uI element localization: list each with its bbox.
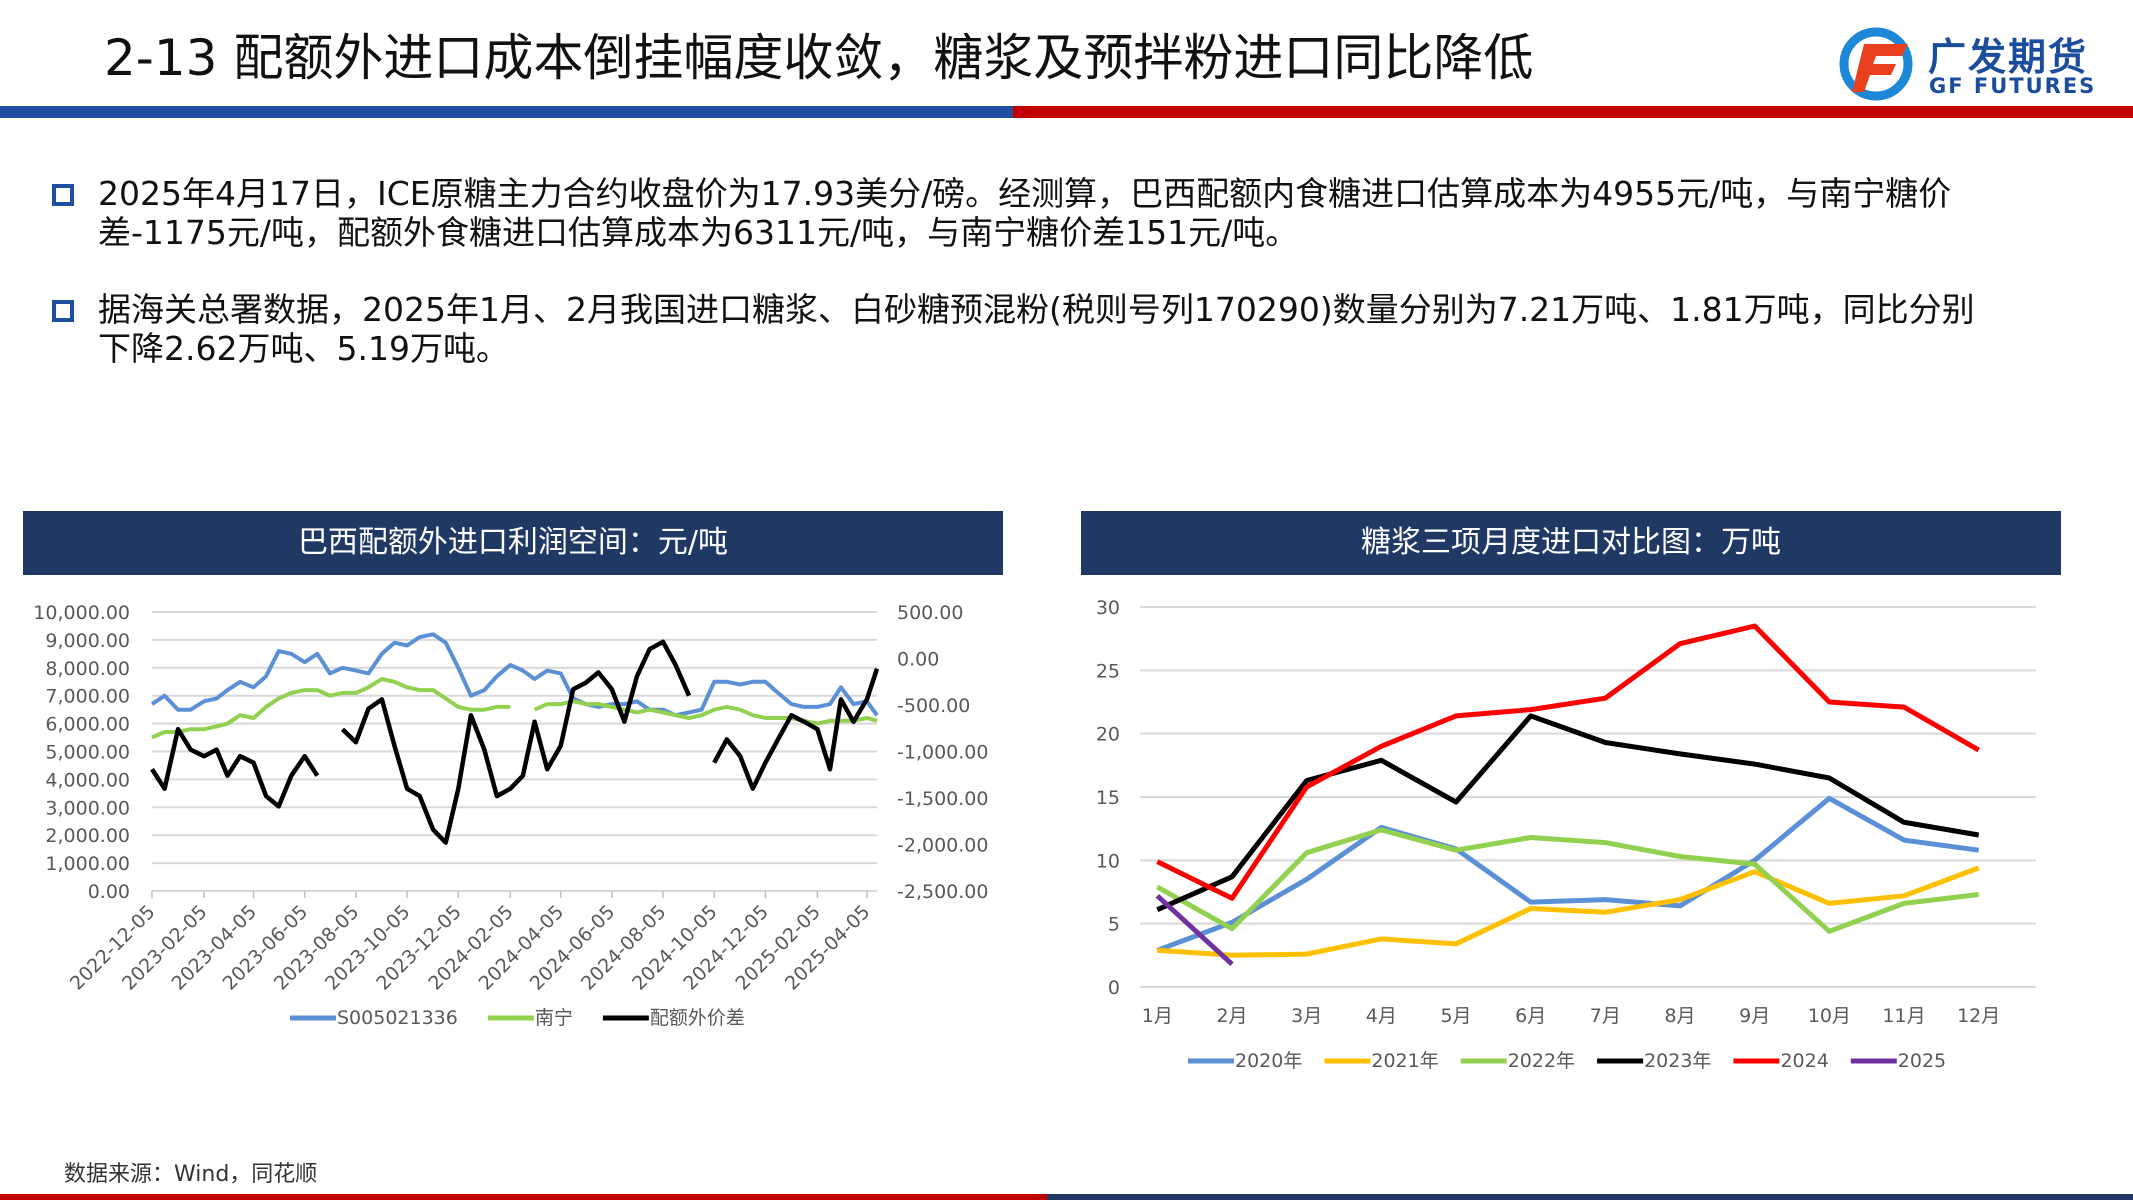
header-bar-blue — [0, 106, 1013, 118]
square-bullet-icon — [52, 300, 74, 322]
bullet-item: 据海关总署数据，2025年1月、2月我国进口糖浆、白砂糖预混粉(税则号列1702… — [52, 290, 1992, 368]
y-right-tick-label: 0.00 — [897, 649, 939, 671]
import-profit-chart: 10,000.00 9,000.00 8,000.00 7,000.00 6,000.0… — [33, 602, 988, 1029]
data-source: 数据来源：Wind，同花顺 — [64, 1162, 318, 1187]
y-tick-label: 30 — [1096, 597, 1120, 619]
y-left-tick-label: 8,000.00 — [45, 658, 130, 680]
series-line-2025 — [1155, 893, 1234, 967]
y-right-tick-label: -1,500.00 — [897, 788, 988, 810]
company-logo: 广发期货 GF FUTURES — [1838, 22, 2108, 102]
y-left-tick-label: 6,000.00 — [45, 714, 130, 736]
bullet-text: 据海关总署数据，2025年1月、2月我国进口糖浆、白砂糖预混粉(税则号列1702… — [98, 290, 1975, 368]
y-left-tick-label: 9,000.00 — [45, 630, 130, 652]
x-tick-label: 4月 — [1366, 1005, 1397, 1027]
x-tick-label: 8月 — [1664, 1005, 1695, 1027]
syrup-import-chart: 30 25 20 15 10 5 0 1月 2月 3月 4月 5月 6月 7月 8月 9月 10月 11月 12月 2… — [1096, 597, 2036, 1072]
y-tick-label: 20 — [1096, 724, 1120, 746]
x-tick-label: 6月 — [1515, 1005, 1546, 1027]
y-tick-label: 25 — [1096, 660, 1120, 682]
x-tick-label: 2月 — [1216, 1005, 1247, 1027]
legend-label: S005021336 — [337, 1007, 458, 1029]
right-chart-title: 糖浆三项月度进口对比图：万吨 — [1081, 511, 2061, 575]
y-left-tick-label: 5,000.00 — [45, 742, 130, 764]
legend-label: 2020年 — [1235, 1050, 1302, 1072]
y-left-tick-label: 7,000.00 — [45, 686, 130, 708]
x-tick-label: 12月 — [1957, 1005, 2000, 1027]
y-tick-label: 15 — [1096, 787, 1120, 809]
x-tick-label: 1月 — [1142, 1005, 1173, 1027]
series-line-2021年 — [1157, 865, 1980, 958]
y-left-tick-label: 3,000.00 — [45, 797, 130, 819]
header-bar-red — [1013, 106, 2133, 118]
legend-label: 配额外价差 — [650, 1007, 745, 1029]
series-line-S005021336 — [150, 632, 879, 718]
x-tick-label: 7月 — [1590, 1005, 1621, 1027]
legend-label: 2021年 — [1371, 1050, 1438, 1072]
legend-label: 2025 — [1898, 1050, 1946, 1072]
y-left-tick-label: 0.00 — [88, 881, 130, 903]
bullet-item: 2025年4月17日，ICE原糖主力合约收盘价为17.93美分/磅。经测算，巴西… — [52, 174, 1992, 252]
series-line-2024 — [1156, 623, 1980, 901]
x-tick-label: 3月 — [1291, 1005, 1322, 1027]
series-line-南宁 — [151, 677, 878, 740]
y-right-tick-label: -2,000.00 — [897, 835, 988, 857]
y-right-tick-label: -2,500.00 — [897, 881, 988, 903]
page-title: 2-13 配额外进口成本倒挂幅度收敛，糖浆及预拌粉进口同比降低 — [104, 29, 1534, 87]
footer-bar-blue — [1047, 1194, 2133, 1200]
footer-bar-red — [0, 1194, 1047, 1200]
logo-text-cn: 广发期货 — [1928, 35, 2089, 79]
y-tick-label: 5 — [1108, 914, 1120, 936]
legend-label: 2023年 — [1644, 1050, 1711, 1072]
x-tick-label: 10月 — [1808, 1005, 1851, 1027]
gf-logo-icon — [1839, 27, 1913, 101]
y-tick-label: 0 — [1108, 977, 1120, 999]
legend-label: 南宁 — [535, 1007, 573, 1029]
y-tick-label: 10 — [1096, 850, 1120, 872]
y-right-tick-label: -1,000.00 — [897, 742, 988, 764]
logo-text-en: GF FUTURES — [1929, 74, 2097, 98]
series-line-2022年 — [1156, 827, 1979, 934]
y-left-tick-label: 2,000.00 — [45, 825, 130, 847]
y-left-tick-label: 10,000.00 — [33, 602, 130, 624]
bullet-text: 2025年4月17日，ICE原糖主力合约收盘价为17.93美分/磅。经测算，巴西… — [98, 174, 1952, 252]
square-bullet-icon — [52, 184, 74, 206]
series-line-2020年 — [1156, 795, 1980, 953]
y-left-tick-label: 1,000.00 — [45, 853, 130, 875]
y-right-tick-label: -500.00 — [897, 695, 970, 717]
series-line-2023年 — [1156, 713, 1980, 912]
y-left-tick-label: 4,000.00 — [45, 769, 130, 791]
x-tick-label: 5月 — [1440, 1005, 1471, 1027]
x-tick-label: 11月 — [1882, 1005, 1925, 1027]
legend-label: 2024 — [1780, 1050, 1828, 1072]
series-line-配额外价差 — [150, 639, 880, 845]
y-right-tick-label: 500.00 — [897, 602, 963, 624]
legend-label: 2022年 — [1508, 1050, 1575, 1072]
x-tick-label: 9月 — [1739, 1005, 1770, 1027]
left-chart-title: 巴西配额外进口利润空间：元/吨 — [23, 511, 1003, 575]
